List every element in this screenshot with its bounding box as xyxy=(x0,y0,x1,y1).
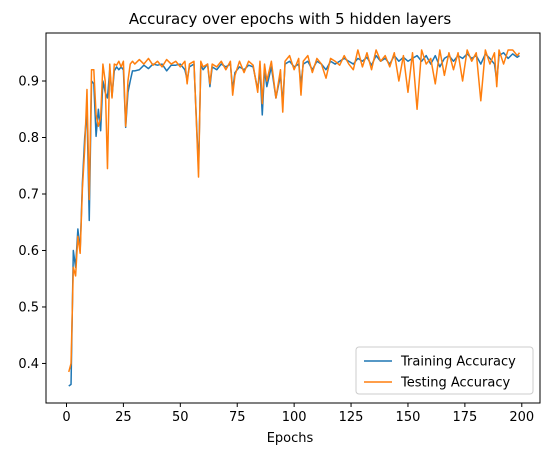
y-tick-label: 0.8 xyxy=(18,131,39,146)
series-line-1 xyxy=(68,52,520,387)
legend-box xyxy=(355,346,534,395)
x-tick-label: 25 xyxy=(115,410,132,425)
plot-frame xyxy=(45,32,541,404)
x-tick-label: 0 xyxy=(62,410,70,425)
y-tick-label: 0.6 xyxy=(18,244,39,259)
series-line-2 xyxy=(68,49,521,373)
y-tick-label: 0.7 xyxy=(18,187,39,202)
x-tick-label: 200 xyxy=(509,410,534,425)
chart-title: Accuracy over epochs with 5 hidden layer… xyxy=(129,10,451,28)
legend-label-2: Testing Accuracy xyxy=(400,376,510,391)
x-tick-label: 175 xyxy=(452,410,477,425)
y-axis: 0.4 0.5 0.6 0.7 0.8 0.9 xyxy=(18,75,46,372)
x-axis: 0 25 50 75 100 125 150 175 200 xyxy=(62,403,534,425)
legend: Training Accuracy Testing Accuracy xyxy=(355,346,534,395)
y-tick-label: 0.4 xyxy=(18,357,39,372)
y-tick-label: 0.9 xyxy=(18,75,39,90)
x-tick-label: 150 xyxy=(396,410,421,425)
x-tick-label: 125 xyxy=(339,410,364,425)
x-tick-label: 75 xyxy=(229,410,246,425)
legend-label-1: Training Accuracy xyxy=(400,355,516,370)
x-tick-label: 100 xyxy=(282,410,307,425)
plot-area xyxy=(45,32,541,404)
x-axis-label: Epochs xyxy=(267,431,314,446)
x-tick-label: 50 xyxy=(172,410,189,425)
y-tick-label: 0.5 xyxy=(18,300,39,315)
